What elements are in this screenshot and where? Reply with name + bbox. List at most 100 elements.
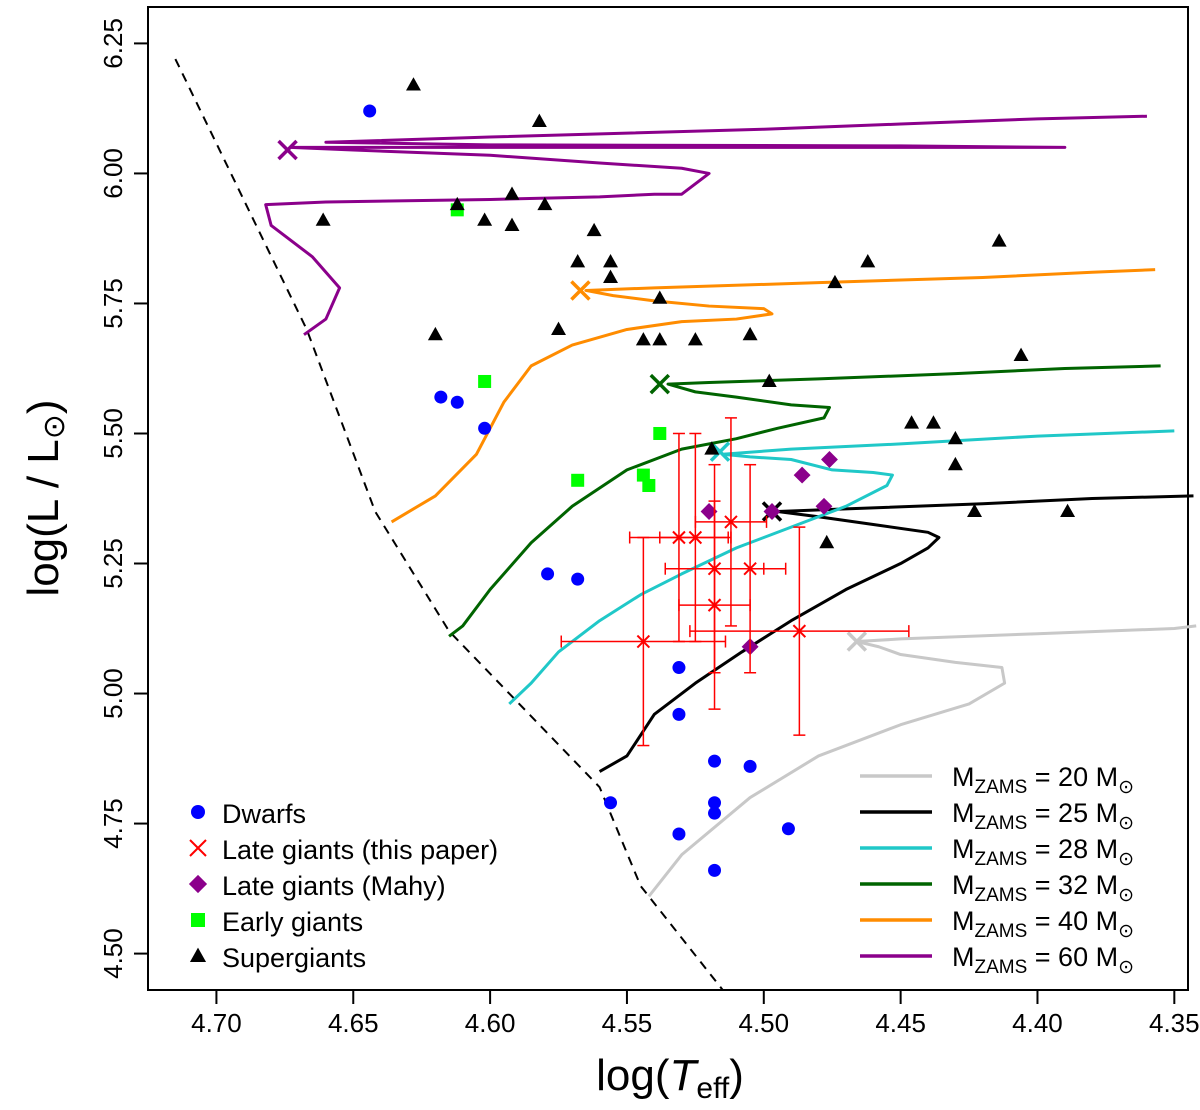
x-tick-label: 4.70 bbox=[191, 1008, 242, 1038]
x-tick-label: 4.40 bbox=[1012, 1008, 1063, 1038]
y-axis-title: log(L / L⊙) bbox=[19, 399, 71, 596]
x-tick-label: 4.50 bbox=[738, 1008, 789, 1038]
legend-marker-4 bbox=[189, 947, 207, 962]
dwarfs-point bbox=[708, 796, 722, 810]
track-cross-60 bbox=[277, 139, 298, 161]
supergiants-point bbox=[570, 254, 586, 268]
supergiants-point bbox=[904, 415, 920, 429]
supergiants-point bbox=[967, 503, 983, 518]
legend-label: Supergiants bbox=[222, 943, 366, 973]
supergiants-point bbox=[925, 415, 941, 429]
supergiants-point bbox=[704, 441, 720, 455]
x-tick-label: 4.55 bbox=[602, 1008, 653, 1038]
supergiants-point bbox=[603, 269, 619, 283]
dwarfs-point bbox=[571, 572, 585, 586]
supergiants-point bbox=[1060, 503, 1076, 518]
supergiants-point bbox=[551, 321, 567, 335]
legend-track-label: MZAMS = 28 M⊙ bbox=[952, 834, 1134, 870]
dwarfs-point bbox=[450, 395, 464, 409]
x-tick-label: 4.60 bbox=[465, 1008, 516, 1038]
track-cross-32 bbox=[649, 373, 671, 395]
supergiants-point bbox=[537, 196, 553, 211]
supergiants-point bbox=[947, 430, 963, 445]
legend-track-label: MZAMS = 20 M⊙ bbox=[952, 762, 1134, 798]
early-giants-point bbox=[478, 374, 492, 388]
late-giants-this-paper-point bbox=[743, 562, 757, 576]
y-tick-label: 4.75 bbox=[98, 798, 128, 849]
supergiants-point bbox=[652, 332, 668, 346]
y-tick-label: 5.50 bbox=[98, 408, 128, 459]
svg-text:log(L / L⊙): log(L / L⊙) bbox=[19, 399, 71, 596]
legend-marker-2 bbox=[188, 874, 208, 894]
legend-track-label: MZAMS = 25 M⊙ bbox=[952, 798, 1134, 834]
supergiants-point bbox=[742, 326, 758, 341]
late-giants-mahy-point bbox=[815, 497, 833, 515]
dwarfs-point bbox=[708, 754, 722, 768]
dwarfs-point bbox=[708, 806, 722, 820]
dwarfs-point bbox=[363, 104, 377, 118]
supergiants-point bbox=[586, 222, 602, 237]
supergiants-point bbox=[477, 212, 493, 226]
dwarfs-point bbox=[672, 827, 686, 841]
y-tick-label: 5.25 bbox=[98, 538, 128, 589]
data-points bbox=[315, 77, 1076, 877]
x-axis-ticks: 4.70 4.65 4.60 4.55 4.50 4.45 4.40 4.35 bbox=[191, 990, 1200, 1038]
supergiants-point bbox=[504, 217, 520, 231]
supergiants-point bbox=[405, 77, 421, 91]
late-giants-mahy-point bbox=[700, 503, 718, 520]
track-60 bbox=[264, 114, 1147, 336]
legend-label: Dwarfs bbox=[222, 799, 306, 829]
y-tick-label: 5.75 bbox=[98, 278, 128, 329]
dwarfs-point bbox=[708, 863, 722, 877]
svg-text:log(Teff): log(Teff) bbox=[596, 1051, 744, 1105]
early-giants-point bbox=[571, 473, 585, 487]
x-tick-label: 4.45 bbox=[875, 1008, 926, 1038]
track-cross-40 bbox=[570, 280, 591, 301]
late-giants-this-paper-point bbox=[636, 634, 651, 649]
dwarfs-point bbox=[434, 390, 448, 404]
dwarfs-point bbox=[604, 796, 618, 810]
late-giants-this-paper-point bbox=[688, 530, 703, 545]
track-28 bbox=[508, 429, 1175, 706]
late-giants-mahy-point bbox=[763, 503, 781, 520]
supergiants-point bbox=[652, 290, 668, 304]
supergiants-point bbox=[504, 186, 520, 200]
late-giants-this-paper-point bbox=[707, 598, 722, 612]
legend-tracks: MZAMS = 20 M⊙MZAMS = 25 M⊙MZAMS = 28 M⊙M… bbox=[860, 762, 1134, 978]
dwarfs-point bbox=[541, 567, 555, 581]
legend-track-label: MZAMS = 60 M⊙ bbox=[952, 942, 1134, 978]
dwarfs-point bbox=[672, 661, 686, 675]
dwarfs-point bbox=[781, 822, 795, 836]
legend-label: Late giants (Mahy) bbox=[222, 871, 446, 901]
track-32 bbox=[448, 364, 1161, 638]
early-giants-point bbox=[642, 478, 656, 492]
x-tick-label: 4.65 bbox=[328, 1008, 379, 1038]
track-cross-20 bbox=[846, 631, 868, 652]
legend-track-label: MZAMS = 32 M⊙ bbox=[952, 870, 1134, 906]
supergiants-point bbox=[427, 326, 443, 341]
late-giants-this-paper-point bbox=[724, 515, 738, 529]
early-giants-point bbox=[653, 426, 667, 440]
y-axis-ticks: 4.50 4.75 5.00 5.25 5.50 5.75 6.00 6.25 bbox=[98, 18, 148, 979]
track-25 bbox=[598, 494, 1194, 773]
legend-marker-3 bbox=[191, 913, 205, 927]
supergiants-point bbox=[635, 332, 651, 346]
supergiants-point bbox=[1013, 347, 1029, 361]
late-giants-mahy-point bbox=[821, 451, 838, 468]
x-axis-title: log(Teff) bbox=[596, 1051, 744, 1105]
legend-markers: Dwarfs Late giants (this paper) Late giant… bbox=[188, 799, 498, 973]
supergiants-point bbox=[449, 196, 465, 211]
supergiants-point bbox=[947, 456, 963, 471]
supergiants-point bbox=[531, 113, 547, 127]
supergiants-point bbox=[991, 233, 1007, 247]
dwarfs-point bbox=[672, 707, 686, 721]
legend-marker-0 bbox=[191, 805, 205, 819]
legend-label: Late giants (this paper) bbox=[222, 835, 498, 865]
supergiants-point bbox=[827, 274, 843, 289]
legend-track-label: MZAMS = 40 M⊙ bbox=[952, 906, 1134, 942]
y-tick-label: 6.00 bbox=[98, 148, 128, 199]
dwarfs-point bbox=[478, 421, 492, 435]
supergiants-point bbox=[315, 212, 331, 226]
dwarfs-point bbox=[743, 759, 757, 773]
